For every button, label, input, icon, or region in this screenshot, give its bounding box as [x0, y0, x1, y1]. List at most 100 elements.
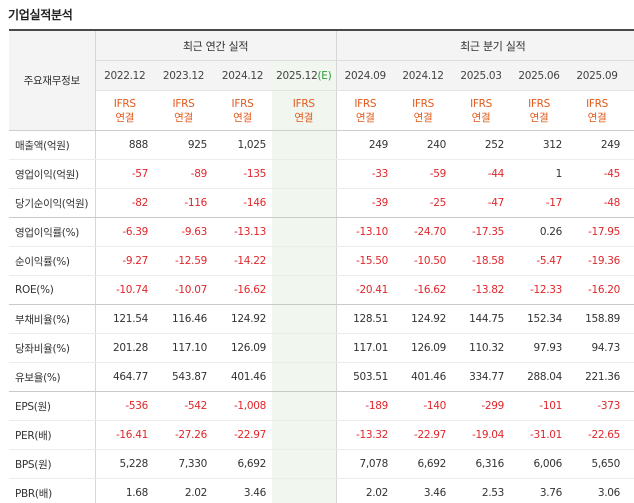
quarterly-value-cell: 240 [394, 131, 452, 160]
annual-value-cell: -89 [154, 160, 213, 189]
annual-value-cell [272, 479, 336, 503]
quarterly-value-cell: 3.06 [568, 479, 626, 503]
quarterly-value-cell: -15.50 [336, 247, 394, 276]
annual-value-cell: 117.10 [154, 334, 213, 363]
period-label: 2025.12 [276, 70, 317, 82]
quarterly-value-cell: 249 [336, 131, 394, 160]
annual-value-cell: -542 [154, 392, 213, 421]
annual-value-cell: 201.28 [95, 334, 154, 363]
annual-value-cell: -9.63 [154, 218, 213, 247]
overflow-cell [626, 392, 634, 421]
quarterly-value-cell: -13.10 [336, 218, 394, 247]
period-header: 2025.09 [568, 61, 626, 91]
annual-value-cell [272, 421, 336, 450]
consolidated-label: 연결 [337, 111, 395, 125]
quarterly-value-cell: -189 [336, 392, 394, 421]
quarterly-value-cell: -20.41 [336, 276, 394, 305]
annual-value-cell: -536 [95, 392, 154, 421]
annual-value-cell: 121.54 [95, 305, 154, 334]
consolidated-label: 연결 [568, 111, 626, 125]
quarterly-value-cell: 6,692 [394, 450, 452, 479]
quarterly-value-cell: 3.46 [394, 479, 452, 503]
period-header: 2024.09 [336, 61, 394, 91]
row-label: 영업이익률(%) [9, 218, 95, 247]
annual-value-cell [272, 247, 336, 276]
quarterly-value-cell: -10.50 [394, 247, 452, 276]
table-row: 당기순이익(억원)-82-116-146-39-25-47-17-48 [9, 189, 634, 218]
overflow-cell [626, 334, 634, 363]
quarterly-value-cell: 1 [510, 160, 568, 189]
annual-value-cell: 1.68 [95, 479, 154, 503]
annual-value-cell: -27.26 [154, 421, 213, 450]
quarterly-value-cell: 334.77 [452, 363, 510, 392]
row-label: 유보율(%) [9, 363, 95, 392]
annual-value-cell [272, 450, 336, 479]
quarterly-value-cell: -39 [336, 189, 394, 218]
consolidated-label: 연결 [452, 111, 510, 125]
quarterly-value-cell: -373 [568, 392, 626, 421]
quarterly-value-cell: 110.32 [452, 334, 510, 363]
quarterly-value-cell: -48 [568, 189, 626, 218]
quarterly-value-cell: 144.75 [452, 305, 510, 334]
row-label: PBR(배) [9, 479, 95, 503]
row-label: 당좌비율(%) [9, 334, 95, 363]
row-label: ROE(%) [9, 276, 95, 305]
ifrs-label: IFRS [510, 97, 568, 111]
ifrs-label: IFRS [452, 97, 510, 111]
ifrs-basis-label [626, 91, 634, 131]
annual-value-cell: 5,228 [95, 450, 154, 479]
annual-value-cell: 3.46 [213, 479, 272, 503]
quarterly-value-cell: 312 [510, 131, 568, 160]
annual-value-cell: -57 [95, 160, 154, 189]
period-label: 2023.12 [163, 70, 204, 82]
quarterly-value-cell: 97.93 [510, 334, 568, 363]
quarterly-value-cell: -19.36 [568, 247, 626, 276]
quarterly-value-cell: 7,078 [336, 450, 394, 479]
quarterly-value-cell: 221.36 [568, 363, 626, 392]
quarterly-value-cell: -22.65 [568, 421, 626, 450]
quarterly-value-cell: 158.89 [568, 305, 626, 334]
quarterly-value-cell: 5,650 [568, 450, 626, 479]
row-label: 부채비율(%) [9, 305, 95, 334]
annual-value-cell [272, 131, 336, 160]
quarterly-value-cell: -47 [452, 189, 510, 218]
ifrs-label: IFRS [96, 97, 155, 111]
row-label: EPS(원) [9, 392, 95, 421]
annual-value-cell: 7,330 [154, 450, 213, 479]
quarterly-value-cell: 2.02 [336, 479, 394, 503]
quarterly-value-cell: -101 [510, 392, 568, 421]
annual-value-cell: -9.27 [95, 247, 154, 276]
overflow-cell [626, 421, 634, 450]
quarterly-value-cell: 152.34 [510, 305, 568, 334]
table-row: 순이익률(%)-9.27-12.59-14.22-15.50-10.50-18.… [9, 247, 634, 276]
annual-value-cell [272, 276, 336, 305]
quarterly-value-cell: -33 [336, 160, 394, 189]
quarterly-value-cell: 6,316 [452, 450, 510, 479]
annual-value-cell: -82 [95, 189, 154, 218]
estimate-marker: (E) [317, 70, 331, 82]
quarterly-value-cell: -17.95 [568, 218, 626, 247]
period-header: 2025.12(E) [272, 61, 336, 91]
row-label: 매출액(억원) [9, 131, 95, 160]
quarterly-value-cell: -24.70 [394, 218, 452, 247]
ifrs-label: IFRS [154, 97, 213, 111]
row-label: 순이익률(%) [9, 247, 95, 276]
annual-value-cell: 464.77 [95, 363, 154, 392]
overflow-cell [626, 160, 634, 189]
annual-value-cell [272, 363, 336, 392]
overflow-cell [626, 479, 634, 503]
annual-value-cell: -14.22 [213, 247, 272, 276]
consolidated-label: 연결 [213, 111, 272, 125]
ifrs-label: IFRS [568, 97, 626, 111]
quarterly-value-cell: -45 [568, 160, 626, 189]
period-header: 2025.06 [510, 61, 568, 91]
quarterly-value-cell: -12.33 [510, 276, 568, 305]
overflow-cell [626, 276, 634, 305]
